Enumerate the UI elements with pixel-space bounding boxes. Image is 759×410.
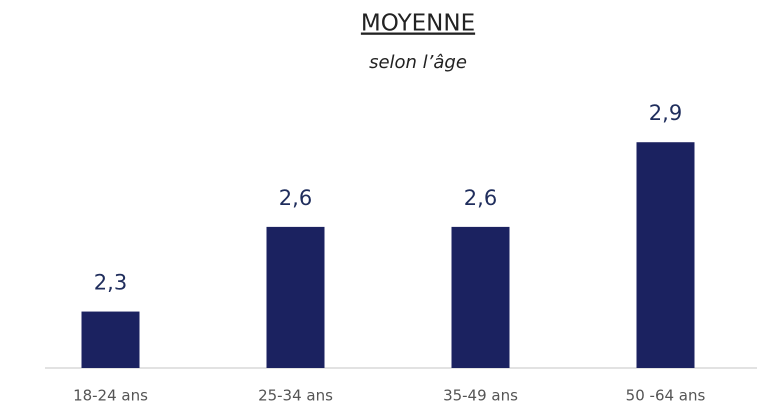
bar — [266, 226, 325, 368]
chart-subtitle: selon l’âge — [369, 52, 467, 73]
value-label: 2,6 — [464, 186, 497, 210]
x-tick-label: 35-49 ans — [443, 387, 518, 405]
x-tick-label: 50 -64 ans — [626, 387, 706, 405]
value-label: 2,6 — [279, 186, 312, 210]
x-tick-label: 25-34 ans — [258, 387, 333, 405]
bar — [451, 226, 510, 368]
bar — [81, 311, 140, 368]
value-label: 2,9 — [649, 101, 682, 125]
bar — [636, 142, 695, 368]
x-tick-label: 18-24 ans — [73, 387, 148, 405]
value-label: 2,3 — [94, 271, 127, 295]
chart-title: MOYENNE — [361, 11, 475, 37]
